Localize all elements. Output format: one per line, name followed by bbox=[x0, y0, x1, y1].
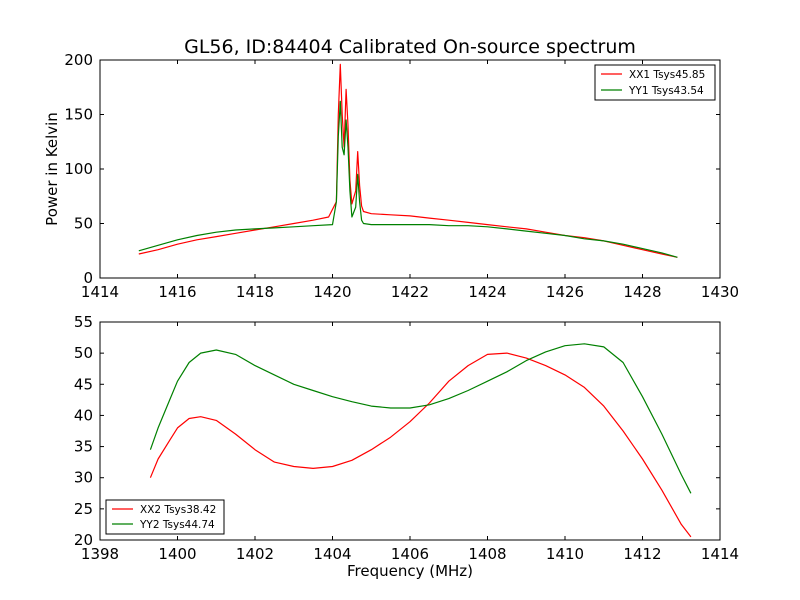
bottom-x-tick-label: 1404 bbox=[313, 545, 351, 563]
top-y-axis-label: Power in Kelvin bbox=[43, 112, 61, 226]
top-x-tick-label: 1416 bbox=[158, 283, 196, 301]
bottom-x-tick-label: 1408 bbox=[468, 545, 506, 563]
bottom-y-tick-label: 50 bbox=[74, 344, 93, 362]
bottom-x-tick-label: 1398 bbox=[81, 545, 119, 563]
bottom-y-tick-label: 35 bbox=[74, 438, 93, 456]
top-series-lines bbox=[138, 63, 678, 258]
top-y-tick-label: 0 bbox=[83, 269, 93, 287]
bottom-x-axis-label: Frequency (MHz) bbox=[347, 562, 473, 580]
top-x-tick-label: 1420 bbox=[313, 283, 351, 301]
bottom-x-tick-label: 1400 bbox=[158, 545, 196, 563]
top-x-tick-label: 1428 bbox=[623, 283, 661, 301]
bottom-y-tick-label: 40 bbox=[74, 406, 93, 424]
top-legend-label-xx1: XX1 Tsys45.85 bbox=[629, 69, 705, 81]
bottom-series-line-xx bbox=[149, 352, 692, 538]
bottom-y-tick-label: 45 bbox=[74, 375, 93, 393]
bottom-panel: 1398 1400 1402 1404 1406 1408 1410 1412 1414 202… bbox=[74, 313, 739, 580]
top-x-tick-label: 1422 bbox=[391, 283, 429, 301]
bottom-y-tick-label: 25 bbox=[74, 500, 93, 518]
bottom-x-tick-label: 1402 bbox=[236, 545, 274, 563]
top-panel: 1414 1416 1418 1420 1422 1424 1426 1428 1430 0 50… bbox=[43, 51, 739, 301]
top-y-ticks: 0 50 100 150 200 bbox=[64, 51, 720, 287]
top-x-ticks: 1414 1416 1418 1420 1422 1424 1426 1428 1430 bbox=[81, 60, 739, 301]
bottom-x-tick-label: 1410 bbox=[546, 545, 584, 563]
bottom-series-line-yy bbox=[149, 343, 692, 494]
bottom-legend-box bbox=[105, 499, 225, 535]
top-y-tick-label: 50 bbox=[74, 215, 93, 233]
top-series-line-xx bbox=[138, 63, 678, 258]
top-series-line-yy bbox=[138, 100, 678, 258]
top-legend-label-yy1: YY1 Tsys43.54 bbox=[628, 85, 704, 97]
top-x-tick-label: 1418 bbox=[236, 283, 274, 301]
bottom-y-ticks: 20 25 30 35 40 45 50 55 bbox=[74, 313, 720, 549]
bottom-legend-label-yy2: YY2 Tsys44.74 bbox=[139, 519, 215, 531]
bottom-y-tick-label: 20 bbox=[74, 531, 93, 549]
bottom-x-tick-label: 1412 bbox=[623, 545, 661, 563]
top-legend-box bbox=[594, 64, 716, 101]
figure-title: GL56, ID:84404 Calibrated On-source spec… bbox=[184, 36, 636, 58]
top-y-tick-label: 100 bbox=[64, 160, 93, 178]
top-legend: XX1 Tsys45.85 YY1 Tsys43.54 bbox=[594, 64, 716, 101]
bottom-legend-label-xx2: XX2 Tsys38.42 bbox=[140, 504, 216, 516]
bottom-x-tick-label: 1414 bbox=[701, 545, 739, 563]
top-y-tick-label: 150 bbox=[64, 106, 93, 124]
bottom-x-tick-label: 1406 bbox=[391, 545, 429, 563]
top-x-tick-label: 1430 bbox=[701, 283, 739, 301]
top-x-tick-label: 1424 bbox=[468, 283, 506, 301]
bottom-y-tick-label: 55 bbox=[74, 313, 93, 331]
top-x-tick-label: 1426 bbox=[546, 283, 584, 301]
bottom-legend: XX2 Tsys38.42 YY2 Tsys44.74 bbox=[105, 499, 225, 535]
top-y-tick-label: 200 bbox=[64, 51, 93, 69]
top-x-tick-label: 1414 bbox=[81, 283, 119, 301]
bottom-series-lines bbox=[149, 343, 692, 538]
bottom-x-ticks: 1398 1400 1402 1404 1406 1408 1410 1412 1414 bbox=[81, 322, 739, 563]
bottom-y-tick-label: 30 bbox=[74, 469, 93, 487]
